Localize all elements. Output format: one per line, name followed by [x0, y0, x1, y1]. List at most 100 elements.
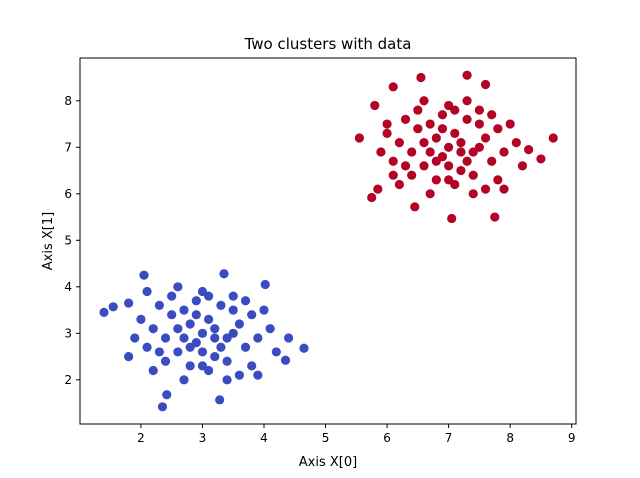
- point: [468, 189, 478, 199]
- x-axis-label: Axis X[0]: [299, 455, 357, 470]
- point: [253, 370, 263, 380]
- point: [108, 302, 118, 312]
- point: [407, 147, 417, 157]
- point: [124, 298, 134, 308]
- point: [511, 138, 521, 148]
- point: [431, 156, 441, 166]
- point: [536, 154, 546, 164]
- point: [462, 70, 472, 80]
- x-tick-label: 3: [199, 431, 207, 445]
- point: [517, 161, 528, 171]
- point: [468, 170, 478, 180]
- point: [216, 300, 226, 311]
- point: [493, 124, 503, 134]
- point: [505, 119, 515, 129]
- y-tick-label: 4: [64, 280, 72, 294]
- point: [204, 291, 214, 301]
- x-tick-label: 6: [383, 431, 391, 445]
- point: [388, 156, 398, 166]
- point: [204, 314, 214, 324]
- y-tick-label: 3: [64, 326, 72, 340]
- point: [148, 324, 158, 334]
- point: [400, 114, 411, 124]
- point: [215, 395, 225, 405]
- point: [450, 105, 460, 115]
- point: [524, 145, 534, 155]
- point: [160, 356, 171, 366]
- point: [222, 356, 232, 366]
- point: [299, 343, 309, 353]
- point: [462, 96, 472, 106]
- point: [142, 286, 152, 297]
- point: [419, 138, 429, 148]
- point: [210, 333, 220, 343]
- point: [376, 147, 386, 157]
- point: [154, 347, 164, 357]
- point: [210, 324, 220, 334]
- point: [413, 105, 423, 115]
- point: [462, 114, 472, 124]
- point: [154, 300, 164, 311]
- point: [216, 342, 226, 352]
- point: [228, 305, 238, 315]
- point: [456, 147, 466, 157]
- point: [130, 333, 140, 343]
- point: [228, 328, 238, 338]
- point: [179, 375, 189, 385]
- point: [179, 305, 189, 315]
- y-tick-label: 7: [64, 140, 72, 154]
- point: [400, 161, 411, 171]
- point: [548, 133, 558, 143]
- point: [234, 319, 244, 329]
- point: [480, 133, 491, 143]
- point: [197, 361, 208, 371]
- point: [425, 147, 435, 157]
- point: [493, 175, 503, 185]
- point: [413, 124, 423, 134]
- point: [99, 307, 109, 317]
- chart-title: Two clusters with data: [244, 35, 412, 53]
- point: [234, 370, 244, 380]
- point: [185, 319, 195, 329]
- point: [240, 342, 251, 352]
- point: [139, 270, 149, 280]
- point: [487, 110, 497, 120]
- plot-frame: [79, 57, 577, 425]
- point: [456, 165, 466, 176]
- point: [167, 291, 177, 301]
- point: [162, 390, 172, 400]
- point: [388, 82, 398, 92]
- point: [197, 347, 208, 357]
- point: [173, 324, 183, 334]
- point: [179, 333, 189, 343]
- point: [382, 119, 392, 129]
- point: [247, 310, 257, 320]
- point: [480, 184, 491, 194]
- y-tick-label: 2: [64, 373, 72, 387]
- point: [437, 110, 448, 120]
- point: [280, 355, 291, 365]
- point: [210, 351, 220, 362]
- point: [456, 138, 466, 148]
- point: [173, 347, 183, 357]
- point: [419, 96, 429, 106]
- point: [431, 133, 441, 143]
- point: [394, 179, 404, 190]
- point: [444, 175, 454, 185]
- point: [142, 342, 152, 352]
- point: [259, 305, 269, 315]
- x-tick-label: 7: [445, 431, 453, 445]
- point: [444, 161, 454, 171]
- point: [462, 156, 472, 166]
- x-tick-label: 5: [322, 431, 330, 445]
- point: [474, 105, 484, 115]
- x-tick-label: 9: [568, 431, 576, 445]
- point: [260, 279, 270, 290]
- point: [191, 310, 201, 320]
- point: [410, 202, 420, 212]
- point: [373, 184, 383, 194]
- point: [367, 192, 377, 203]
- point: [191, 296, 201, 306]
- point: [382, 128, 392, 138]
